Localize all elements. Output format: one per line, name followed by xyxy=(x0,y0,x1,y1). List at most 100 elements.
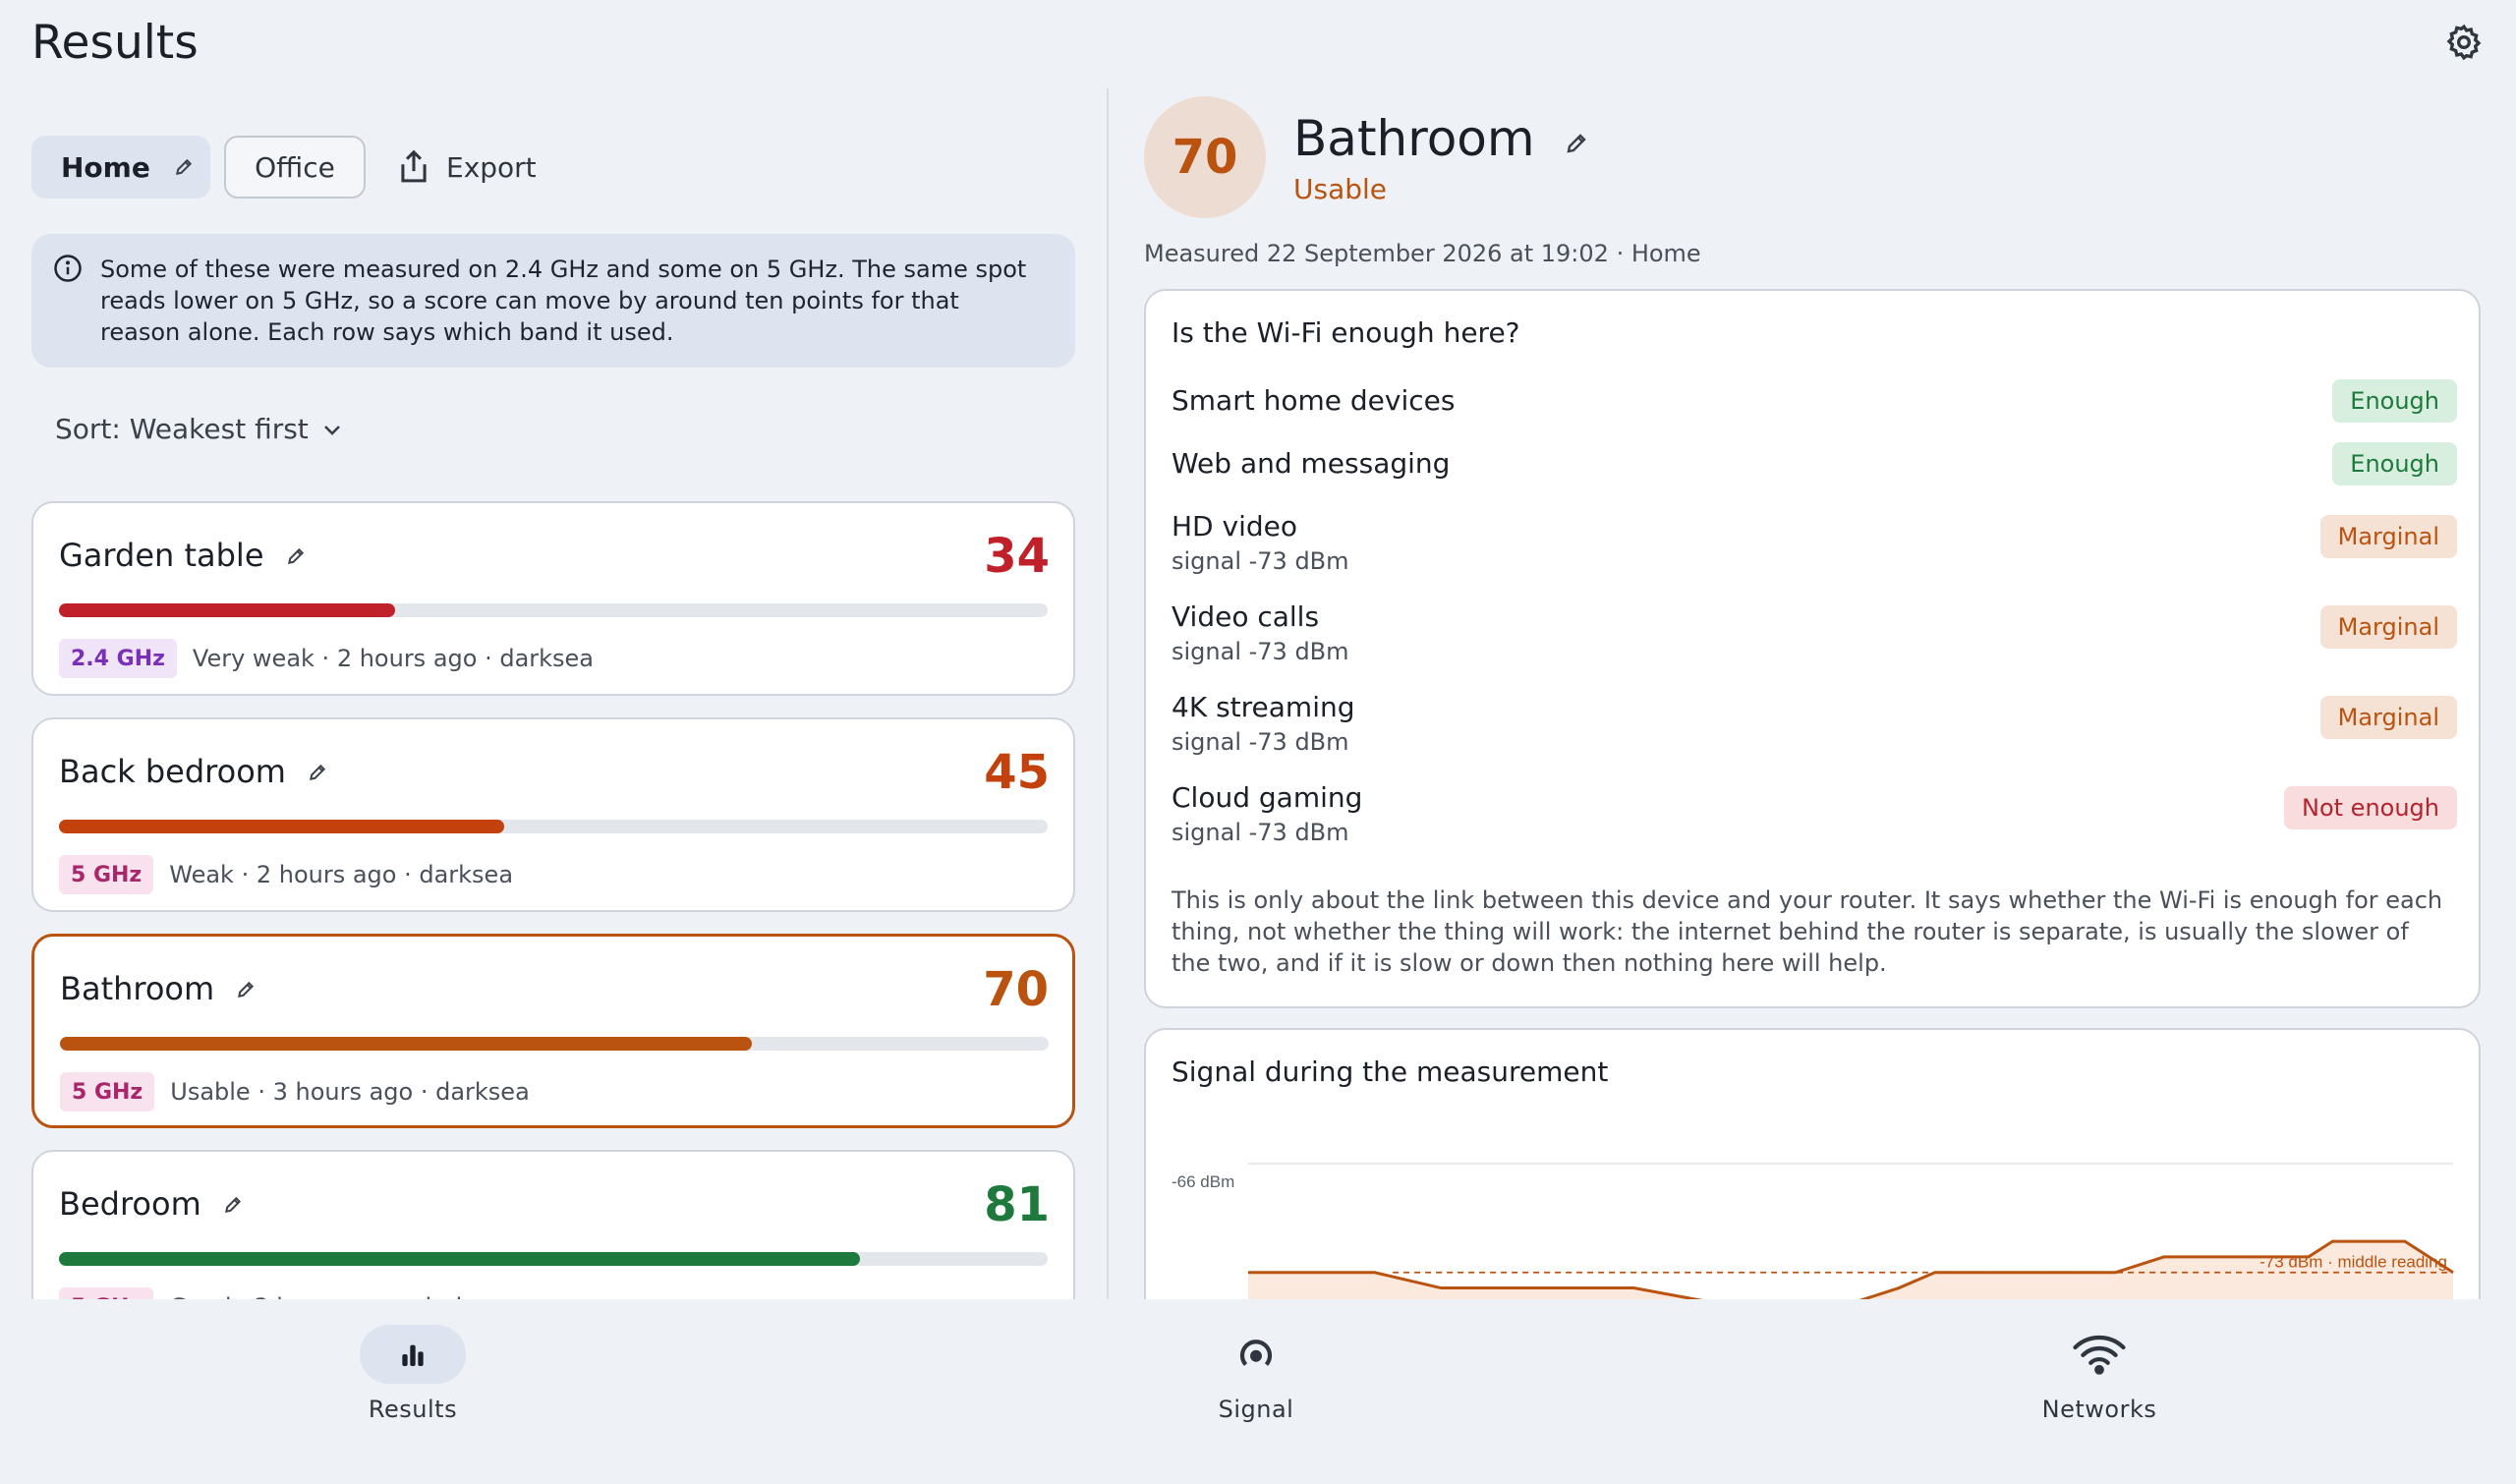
signal-gauge-icon xyxy=(1239,1340,1273,1366)
nav-results[interactable]: Results xyxy=(265,1325,560,1423)
tab-home-label: Home xyxy=(61,150,150,184)
verdict-badge: Enough xyxy=(2332,379,2457,423)
verdict-badge: Marginal xyxy=(2319,605,2457,649)
measured-timestamp: Measured 22 September 2026 at 19:02 · Ho… xyxy=(1144,240,1701,267)
disclaimer-text: This is only about the link between this… xyxy=(1172,886,2443,977)
wifi-icon xyxy=(2073,1335,2126,1375)
signal-line xyxy=(1248,1239,2454,1305)
settings-button[interactable] xyxy=(2441,20,2487,65)
info-icon xyxy=(54,255,82,282)
band-badge: 5 GHz xyxy=(59,1287,154,1299)
share-icon xyxy=(401,149,427,183)
verdict-badge: Enough xyxy=(2332,442,2457,485)
result-meta-text: Weak · 2 hours ago · darksea xyxy=(169,861,514,888)
result-name-label: Bedroom xyxy=(59,1185,201,1223)
location-tabs: Home Office Export xyxy=(31,136,1075,199)
result-card[interactable]: Bedroom 81 5 GHz Good · 3 hours ago · darks… xyxy=(31,1150,1075,1299)
result-card[interactable]: Back bedroom 45 5 GHz Weak · 2 hours ago · … xyxy=(31,717,1075,912)
requirement-signal: signal -73 dBm xyxy=(1172,547,1349,575)
requirement-label: Smart home devices xyxy=(1172,384,1456,417)
score-bar xyxy=(59,603,1048,617)
results-pane: Home Office Export Some of these were me… xyxy=(31,136,1075,1299)
nav-networks-label: Networks xyxy=(2041,1396,2157,1423)
requirement-label: Web and messaging xyxy=(1172,447,1451,480)
edit-icon[interactable] xyxy=(308,753,327,790)
tab-office-label: Office xyxy=(255,150,335,184)
nav-results-label: Results xyxy=(368,1396,458,1423)
requirement-label: Cloud gaming xyxy=(1172,781,1363,814)
result-name: Bedroom xyxy=(59,1185,243,1223)
nav-signal-pill xyxy=(1203,1325,1309,1384)
requirement-label: Video calls xyxy=(1172,600,1320,633)
page-title: Results xyxy=(31,16,199,70)
requirement-signal: signal -73 dBm xyxy=(1172,728,1349,756)
enough-panel: Is the Wi-Fi enough here? Smart home dev… xyxy=(1144,289,2481,1008)
requirement-row: Smart home devices Enough xyxy=(1172,379,2457,423)
export-button[interactable]: Export xyxy=(397,136,537,199)
tab-office[interactable]: Office xyxy=(224,136,366,199)
edit-icon[interactable] xyxy=(1565,110,1588,167)
result-meta: 2.4 GHz Very weak · 2 hours ago · darksea xyxy=(59,639,594,678)
edit-icon[interactable] xyxy=(286,537,306,574)
result-card[interactable]: Garden table 34 2.4 GHz Very weak · 2 hours… xyxy=(31,501,1075,696)
edit-icon[interactable] xyxy=(223,1185,243,1223)
result-meta: 5 GHz Weak · 2 hours ago · darksea xyxy=(59,855,513,894)
edit-icon[interactable] xyxy=(236,970,256,1007)
requirement-row: Web and messaging Enough xyxy=(1172,442,2457,485)
result-name-label: Garden table xyxy=(59,537,264,574)
requirement-label: 4K streaming xyxy=(1172,691,1355,723)
nav-signal-label: Signal xyxy=(1218,1396,1294,1423)
score-bar-fill xyxy=(59,603,396,617)
result-name: Garden table xyxy=(59,537,306,574)
result-score: 70 xyxy=(983,962,1049,1017)
median-label: -73 dBm · middle reading xyxy=(2259,1253,2447,1272)
verdict-badge: Not enough xyxy=(2284,786,2457,829)
info-banner-text: Some of these were measured on 2.4 GHz a… xyxy=(100,256,1027,346)
detail-score-circle: 70 xyxy=(1144,96,1266,218)
result-score: 81 xyxy=(984,1177,1050,1232)
result-name: Bathroom xyxy=(60,970,256,1007)
band-info-banner: Some of these were measured on 2.4 GHz a… xyxy=(31,234,1075,368)
score-bar xyxy=(60,1037,1049,1051)
result-meta: 5 GHz Good · 3 hours ago · darksea xyxy=(59,1287,511,1299)
edit-icon[interactable] xyxy=(174,151,194,184)
nav-networks[interactable]: Networks xyxy=(1952,1325,2247,1423)
sort-label: Sort: Weakest first xyxy=(55,413,309,445)
result-name-label: Back bedroom xyxy=(59,753,286,790)
signal-title: Signal during the measurement xyxy=(1172,1056,1609,1088)
tab-home[interactable]: Home xyxy=(31,136,210,199)
bar-chart-icon xyxy=(402,1344,424,1366)
detail-title: Bathroom xyxy=(1293,110,1588,167)
detail-name: Bathroom xyxy=(1293,110,1535,167)
requirement-row: Cloud gaming signal -73 dBm Not enough xyxy=(1172,780,2457,847)
chevron-down-icon xyxy=(323,425,340,435)
detail-quality: Usable xyxy=(1293,173,1388,205)
verdict-badge: Marginal xyxy=(2319,515,2457,558)
score-bar xyxy=(59,820,1048,833)
requirement-label: HD video xyxy=(1172,510,1297,542)
requirement-row: Video calls signal -73 dBm Marginal xyxy=(1172,599,2457,666)
result-card[interactable]: Bathroom 70 5 GHz Usable · 3 hours ago · da… xyxy=(31,934,1075,1128)
result-meta-text: Usable · 3 hours ago · darksea xyxy=(170,1078,530,1106)
verdict-badge: Marginal xyxy=(2319,696,2457,739)
export-label: Export xyxy=(446,150,537,184)
requirement-row: 4K streaming signal -73 dBm Marginal xyxy=(1172,690,2457,757)
result-score: 34 xyxy=(984,529,1050,584)
gear-icon xyxy=(2446,24,2482,61)
nav-results-pill xyxy=(360,1325,466,1384)
nav-signal[interactable]: Signal xyxy=(1109,1325,1403,1423)
result-score: 45 xyxy=(984,745,1050,800)
score-bar-fill xyxy=(59,1252,860,1266)
pane-divider xyxy=(1107,88,1109,1299)
score-bar-fill xyxy=(60,1037,753,1051)
y-tick-label: -66 dBm xyxy=(1172,1172,1234,1191)
result-name: Back bedroom xyxy=(59,753,327,790)
score-bar xyxy=(59,1252,1048,1266)
result-name-label: Bathroom xyxy=(60,970,215,1007)
result-meta-text: Very weak · 2 hours ago · darksea xyxy=(192,645,595,672)
nav-networks-pill xyxy=(2046,1325,2152,1384)
requirement-signal: signal -73 dBm xyxy=(1172,638,1349,665)
requirement-row: HD video signal -73 dBm Marginal xyxy=(1172,509,2457,576)
requirement-signal: signal -73 dBm xyxy=(1172,819,1349,846)
sort-dropdown[interactable]: Sort: Weakest first xyxy=(55,413,344,445)
